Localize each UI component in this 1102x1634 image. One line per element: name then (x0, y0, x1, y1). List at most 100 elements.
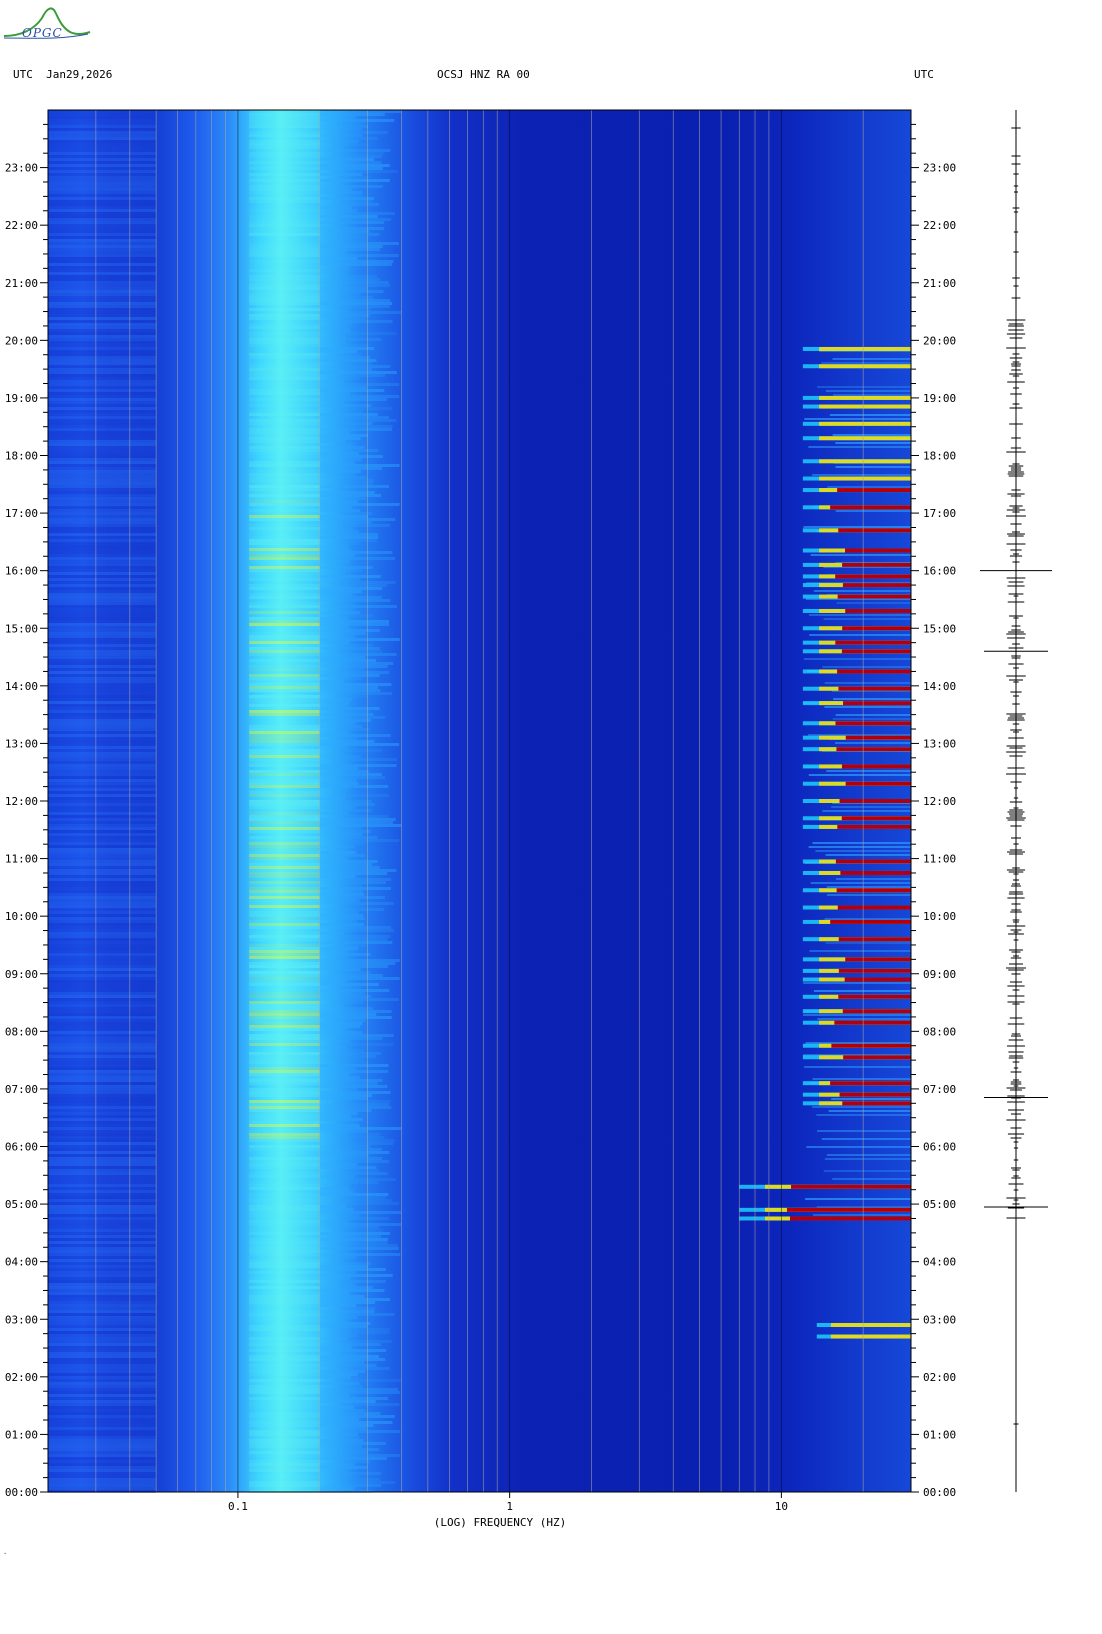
spectro-row (319, 764, 397, 767)
spectro-row (319, 794, 390, 797)
spectro-row (319, 386, 367, 389)
spectro-row (319, 1133, 381, 1136)
activity-streak (808, 774, 911, 776)
event-band (839, 1092, 911, 1097)
spectro-row (48, 461, 157, 464)
spectro-row (249, 1103, 320, 1106)
spectro-row (319, 269, 348, 272)
spectro-row (249, 626, 320, 629)
spectro-row (249, 710, 320, 713)
left-time-label: 16:00 (5, 565, 38, 578)
activity-streak (811, 474, 911, 476)
spectro-row (319, 1151, 390, 1154)
spectro-row (249, 425, 320, 428)
spectro-row (48, 959, 157, 962)
event-band (839, 799, 911, 803)
spectro-row (249, 749, 320, 752)
spectro-row (48, 833, 157, 836)
spectro-row (249, 500, 320, 503)
event-band (841, 649, 911, 654)
spectro-row (48, 914, 157, 917)
spectro-row (319, 584, 388, 587)
spectro-row (249, 158, 320, 161)
spectro-row (249, 650, 320, 653)
spectro-row (249, 365, 320, 368)
spectro-row (48, 425, 157, 428)
spectro-row (48, 1106, 157, 1109)
spectro-row (249, 575, 320, 578)
spectro-row (319, 284, 391, 287)
spectro-row (48, 515, 157, 518)
spectro-row (48, 812, 157, 815)
spectro-row (249, 902, 320, 905)
spectro-row (319, 266, 350, 269)
spectro-row (249, 1079, 320, 1082)
spectro-row (319, 701, 350, 704)
spectro-row (319, 194, 364, 197)
spectro-row (48, 1193, 157, 1196)
spectro-row (48, 713, 157, 716)
spectro-row (48, 146, 157, 149)
spectro-row (249, 509, 320, 512)
spectro-row (319, 785, 389, 788)
spectro-row (319, 650, 383, 653)
event-band (835, 574, 911, 579)
spectro-row (249, 1064, 320, 1067)
spectro-row (319, 959, 400, 962)
spectro-row (48, 269, 157, 272)
spectro-row (249, 404, 320, 407)
spectro-row (249, 614, 320, 617)
spectro-row (319, 164, 390, 167)
spectro-row (319, 734, 391, 737)
activity-streak (835, 442, 911, 444)
spectro-row (249, 812, 320, 815)
spectro-row (48, 776, 157, 779)
spectro-row (249, 167, 320, 170)
spectro-row (249, 188, 320, 191)
spectro-row (48, 848, 157, 851)
activity-streak (817, 386, 911, 388)
spectro-row (48, 236, 157, 239)
spectro-row (319, 1187, 350, 1190)
spectro-row (249, 851, 320, 854)
spectro-row (319, 626, 349, 629)
spectro-row (48, 1013, 157, 1016)
spectro-row (48, 677, 157, 680)
spectro-row (48, 125, 157, 128)
spectro-row (319, 476, 367, 479)
spectro-row (48, 1103, 157, 1106)
spectro-row (319, 1217, 390, 1220)
spectro-row (249, 314, 320, 317)
spectro-row (319, 1448, 380, 1451)
spectro-row (249, 653, 320, 656)
spectro-row (48, 179, 157, 182)
spectro-row (48, 983, 157, 986)
spectro-row (319, 653, 397, 656)
spectro-row (249, 503, 320, 506)
spectro-row (48, 1046, 157, 1049)
spectro-row (249, 515, 320, 518)
activity-streak (835, 510, 911, 512)
event-band (819, 476, 911, 481)
spectro-row (48, 449, 157, 452)
spectro-row (319, 1472, 382, 1475)
spectro-row (319, 197, 374, 200)
activity-streak (810, 882, 911, 884)
event-band (835, 721, 911, 726)
spectro-row (319, 212, 395, 215)
right-time-label: 00:00 (923, 1486, 956, 1499)
spectro-row (319, 956, 349, 959)
spectro-row (249, 1391, 320, 1394)
spectro-row (249, 857, 320, 860)
spectro-row (249, 377, 320, 380)
spectro-row (319, 287, 368, 290)
time-axis-left: 00:0001:0002:0003:0004:0005:0006:0007:00… (5, 123, 48, 1499)
spectro-row (249, 1115, 320, 1118)
spectro-row (249, 131, 320, 134)
spectro-row (319, 518, 396, 521)
spectro-row (48, 668, 157, 671)
spectro-row (319, 1415, 395, 1418)
spectro-row (48, 416, 157, 419)
spectro-row (249, 1136, 320, 1139)
spectro-row (249, 860, 320, 863)
